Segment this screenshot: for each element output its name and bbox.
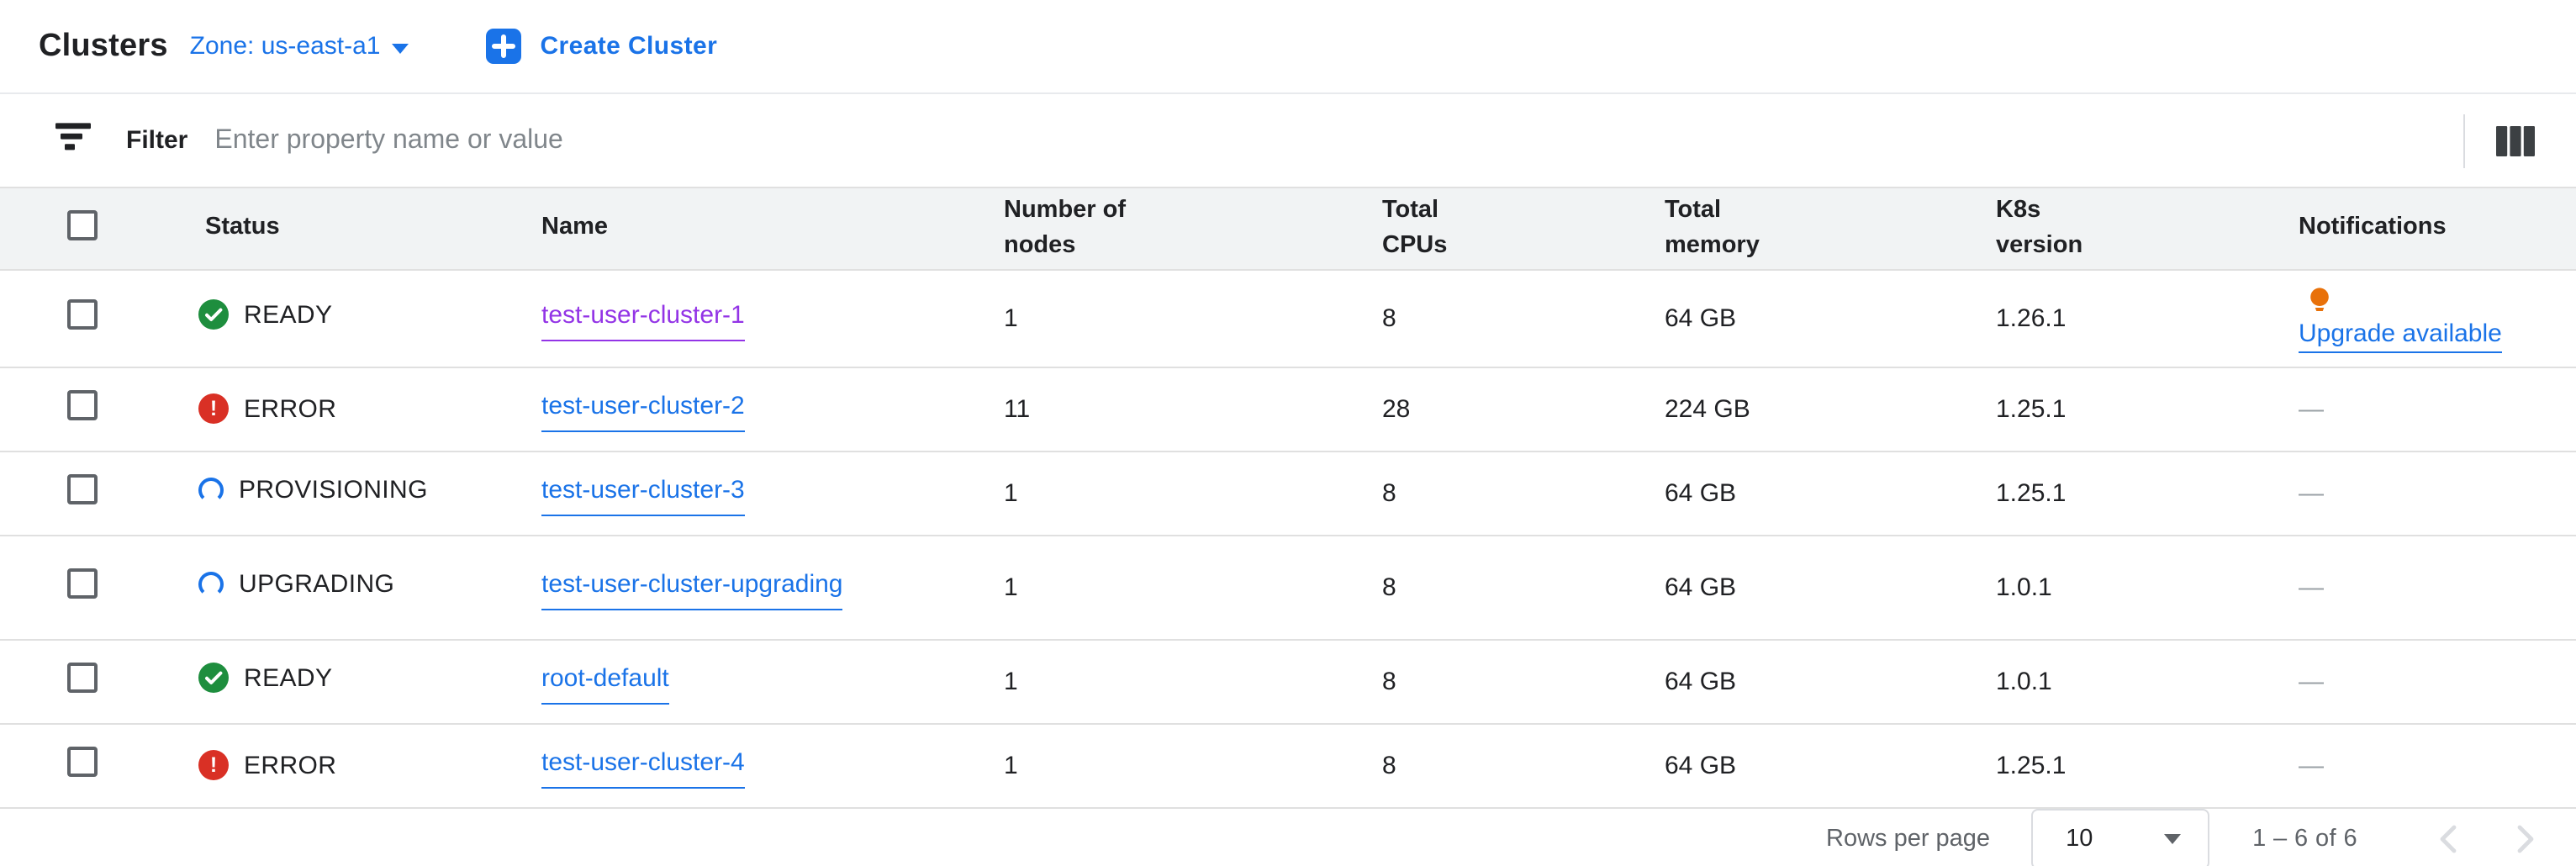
three-columns-icon bbox=[2496, 125, 2535, 156]
page-header: Clusters Zone: us-east-a1 Create Cluster bbox=[0, 0, 2576, 94]
rows-per-page-value: 10 bbox=[2066, 825, 2093, 852]
chevron-down-icon bbox=[392, 43, 409, 53]
k8s-version-cell: 1.0.1 bbox=[1959, 639, 2262, 724]
table-row: UPGRADING test-user-cluster-upgrading 1 … bbox=[0, 535, 2576, 640]
lightbulb-icon bbox=[2309, 287, 2563, 319]
filter-input[interactable] bbox=[211, 124, 2463, 157]
cpus-cell: 28 bbox=[1345, 367, 1628, 451]
prev-page-button[interactable] bbox=[2431, 820, 2465, 857]
row-checkbox[interactable] bbox=[67, 390, 98, 420]
memory-cell: 64 GB bbox=[1628, 451, 1959, 536]
select-all-checkbox[interactable] bbox=[67, 209, 98, 240]
row-checkbox[interactable] bbox=[67, 299, 98, 330]
memory-cell: 64 GB bbox=[1628, 639, 1959, 724]
create-cluster-label: Create Cluster bbox=[540, 32, 718, 61]
cpus-cell: 8 bbox=[1345, 269, 1628, 367]
funnel-icon[interactable] bbox=[54, 119, 92, 161]
cluster-name-link[interactable]: test-user-cluster-upgrading bbox=[541, 564, 843, 610]
status-label: UPGRADING bbox=[239, 570, 395, 599]
status-label: READY bbox=[244, 663, 333, 692]
chevron-left-icon bbox=[2440, 824, 2457, 853]
row-checkbox[interactable] bbox=[67, 568, 98, 599]
filter-label: Filter bbox=[126, 126, 188, 155]
cpus-cell: 8 bbox=[1345, 639, 1628, 724]
status-label: ERROR bbox=[244, 394, 337, 423]
exclamation-circle-icon bbox=[198, 393, 229, 424]
memory-cell: 64 GB bbox=[1628, 723, 1959, 808]
page-title: Clusters bbox=[39, 28, 168, 63]
nodes-cell: 1 bbox=[967, 723, 1345, 808]
cpus-cell: 8 bbox=[1345, 723, 1628, 808]
spinner-arc-icon bbox=[198, 478, 224, 503]
table-row: ERROR test-user-cluster-4 1 8 64 GB 1.25… bbox=[0, 723, 2576, 808]
table-row: READY test-user-cluster-1 1 8 64 GB 1.26… bbox=[0, 269, 2576, 367]
pagination-range: 1 – 6 of 6 bbox=[2252, 825, 2357, 852]
nodes-cell: 1 bbox=[967, 269, 1345, 367]
rows-per-page-label: Rows per page bbox=[1826, 825, 1991, 852]
column-header-nodes: Number of nodes bbox=[1004, 196, 1126, 259]
k8s-version-cell: 1.25.1 bbox=[1959, 723, 2262, 808]
nodes-cell: 11 bbox=[967, 367, 1345, 451]
column-header-cpus: Total CPUs bbox=[1382, 196, 1448, 259]
table-row: PROVISIONING test-user-cluster-3 1 8 64 … bbox=[0, 451, 2576, 536]
chevron-right-icon bbox=[2517, 824, 2534, 853]
plus-icon bbox=[486, 29, 522, 64]
column-header-name: Name bbox=[541, 214, 608, 241]
upgrade-available-link[interactable]: Upgrade available bbox=[2299, 319, 2502, 352]
status-label: PROVISIONING bbox=[239, 476, 428, 504]
check-circle-icon bbox=[198, 663, 229, 693]
row-checkbox[interactable] bbox=[67, 663, 98, 693]
check-circle-icon bbox=[198, 299, 229, 330]
nodes-cell: 1 bbox=[967, 535, 1345, 640]
k8s-version-cell: 1.26.1 bbox=[1959, 269, 2262, 367]
toolbar-divider bbox=[2463, 114, 2465, 167]
column-header-memory: Total memory bbox=[1665, 196, 1760, 259]
filter-bar: Filter bbox=[0, 94, 2576, 188]
cluster-name-link[interactable]: root-default bbox=[541, 658, 669, 704]
k8s-version-cell: 1.0.1 bbox=[1959, 535, 2262, 640]
row-checkbox[interactable] bbox=[67, 747, 98, 777]
cluster-name-link[interactable]: test-user-cluster-2 bbox=[541, 386, 745, 431]
no-notification-dash: — bbox=[2299, 478, 2324, 507]
table-row: ERROR test-user-cluster-2 11 28 224 GB 1… bbox=[0, 367, 2576, 451]
column-header-notifications: Notifications bbox=[2299, 214, 2447, 241]
no-notification-dash: — bbox=[2299, 394, 2324, 423]
memory-cell: 224 GB bbox=[1628, 367, 1959, 451]
nodes-cell: 1 bbox=[967, 451, 1345, 536]
next-page-button[interactable] bbox=[2509, 820, 2542, 857]
column-header-status: Status bbox=[205, 214, 280, 241]
k8s-version-cell: 1.25.1 bbox=[1959, 451, 2262, 536]
status-label: READY bbox=[244, 300, 333, 329]
table-header-row: Status Name Number of nodes Total CPUs T… bbox=[0, 188, 2576, 270]
row-checkbox[interactable] bbox=[67, 474, 98, 504]
nodes-cell: 1 bbox=[967, 639, 1345, 724]
zone-selector[interactable]: Zone: us-east-a1 bbox=[190, 32, 409, 61]
column-header-k8s-version: K8s version bbox=[1996, 196, 2083, 259]
memory-cell: 64 GB bbox=[1628, 535, 1959, 640]
column-display-options-button[interactable] bbox=[2492, 120, 2539, 161]
memory-cell: 64 GB bbox=[1628, 269, 1959, 367]
no-notification-dash: — bbox=[2299, 667, 2324, 695]
cpus-cell: 8 bbox=[1345, 535, 1628, 640]
cluster-name-link[interactable]: test-user-cluster-4 bbox=[541, 742, 745, 788]
cluster-name-link[interactable]: test-user-cluster-3 bbox=[541, 470, 745, 515]
table-row: READY root-default 1 8 64 GB 1.0.1 — bbox=[0, 639, 2576, 724]
clusters-table: Status Name Number of nodes Total CPUs T… bbox=[0, 188, 2576, 808]
cpus-cell: 8 bbox=[1345, 451, 1628, 536]
spinner-arc-icon bbox=[198, 572, 224, 597]
no-notification-dash: — bbox=[2299, 573, 2324, 601]
status-label: ERROR bbox=[244, 751, 337, 779]
no-notification-dash: — bbox=[2299, 751, 2324, 779]
k8s-version-cell: 1.25.1 bbox=[1959, 367, 2262, 451]
rows-per-page-select[interactable]: 10 bbox=[2030, 808, 2209, 866]
dropdown-arrow-icon bbox=[2163, 833, 2181, 843]
exclamation-circle-icon bbox=[198, 750, 229, 780]
cluster-name-link[interactable]: test-user-cluster-1 bbox=[541, 295, 745, 341]
pagination-bar: Rows per page 10 1 – 6 of 6 bbox=[0, 808, 2576, 866]
create-cluster-button[interactable]: Create Cluster bbox=[486, 29, 717, 64]
zone-selector-label: Zone: us-east-a1 bbox=[189, 32, 381, 61]
